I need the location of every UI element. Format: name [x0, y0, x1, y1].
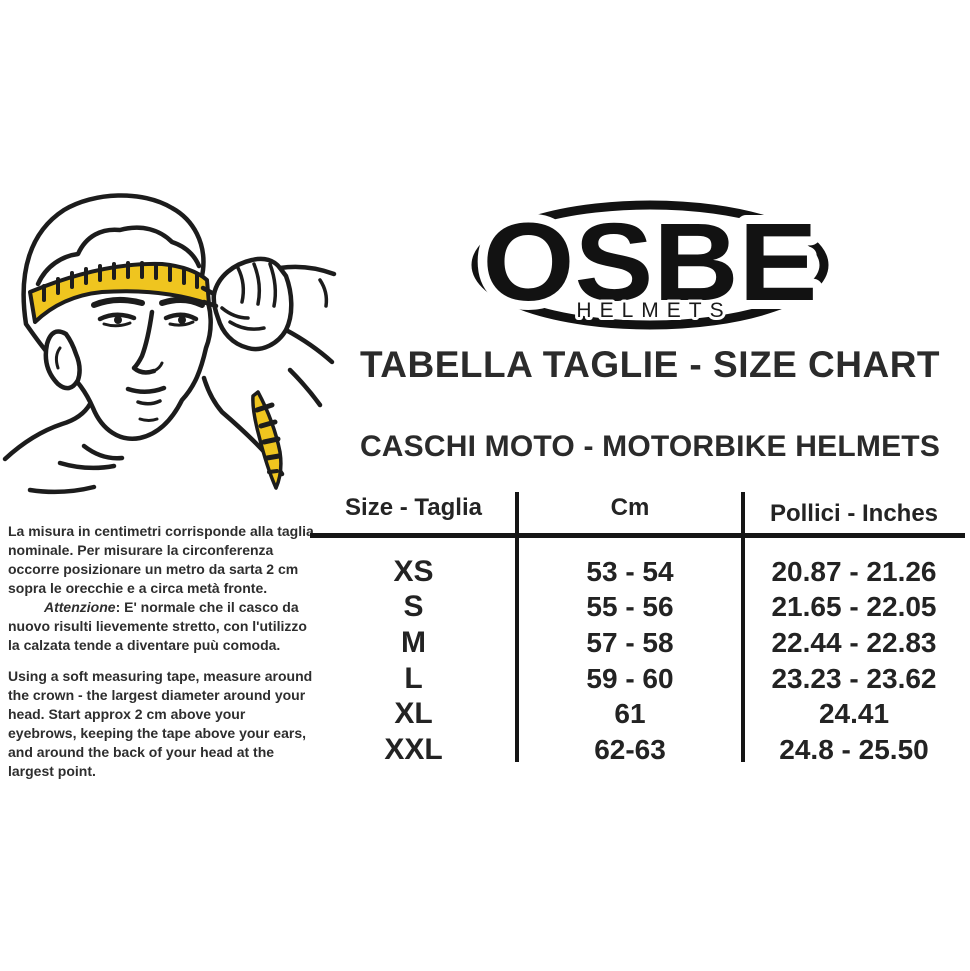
cm-cell: 59 - 60 [586, 662, 674, 694]
table-header-rule [310, 533, 965, 538]
hand-and-arm [200, 256, 337, 365]
shoulders-lines [2, 367, 323, 495]
size-cell: XS [393, 554, 434, 588]
measuring-instructions: La misura in centimetri corrisponde alla… [8, 522, 314, 781]
logo-sub-text: HELMETS [576, 299, 731, 322]
instructions-english: Using a soft measuring tape, measure aro… [8, 668, 313, 779]
attention-label: Attenzione [44, 599, 116, 615]
tape-ticks [42, 261, 199, 302]
table-header-row: Size - Taglia Cm Pollici - Inches [310, 490, 965, 528]
face-features [91, 297, 205, 422]
ear [43, 329, 82, 391]
size-cell: L [404, 661, 423, 695]
table-vertical-divider-2 [741, 492, 745, 762]
header-inches: Pollici - Inches [769, 500, 939, 527]
size-cell: XL [394, 697, 433, 731]
size-cell: XXL [384, 732, 443, 766]
dangling-tape [251, 390, 283, 490]
table-vertical-divider-1 [515, 492, 519, 762]
instructions-italian: La misura in centimetri corrisponde alla… [8, 523, 314, 596]
table-row: S 55 - 56 21.65 - 22.05 [310, 590, 965, 626]
inches-cell: 24.41 [818, 698, 890, 730]
inches-cell: 24.8 - 25.50 [779, 733, 929, 765]
hair-fringe [35, 225, 202, 287]
page-subtitle: CASCHI MOTO - MOTORBIKE HELMETS [359, 430, 941, 463]
inches-cell: 21.65 - 22.05 [771, 591, 937, 623]
measuring-tape-band [28, 261, 211, 324]
size-cell: S [403, 590, 424, 624]
size-table: Size - Taglia Cm Pollici - Inches XS 53 -… [310, 490, 965, 775]
page-title: TABELLA TAGLIE - SIZE CHART [359, 344, 941, 385]
logo-ellipse [471, 200, 829, 330]
inches-cell: 22.44 - 22.83 [771, 626, 937, 658]
cm-cell: 62-63 [594, 733, 666, 765]
logo-brand-text: OSBE [483, 201, 818, 324]
head-measurement-illustration [2, 193, 337, 495]
inches-cell: 20.87 - 21.26 [771, 555, 937, 587]
cm-cell: 55 - 56 [586, 591, 674, 623]
table-row: L 59 - 60 23.23 - 23.62 [310, 661, 965, 697]
table-row: XL 61 24.41 [310, 696, 965, 732]
cm-cell: 53 - 54 [586, 555, 674, 587]
size-table-rows: XS 53 - 54 20.87 - 21.26 S 55 - 56 21.65 - 22… [310, 554, 965, 768]
inches-cell: 23.23 - 23.62 [771, 662, 937, 694]
size-cell: M [401, 625, 426, 659]
table-row: M 57 - 58 22.44 - 22.83 [310, 625, 965, 661]
cm-cell: 61 [614, 698, 646, 730]
table-row: XXL 62-63 24.8 - 25.50 [310, 732, 965, 768]
table-row: XS 53 - 54 20.87 - 21.26 [310, 554, 965, 590]
instructions-attention: Attenzione: E' normale che il casco da n… [8, 598, 314, 655]
cm-cell: 57 - 58 [586, 626, 674, 658]
header-cm: Cm [610, 494, 650, 521]
osbe-logo: OSBE HELMETS [471, 196, 829, 333]
header-size: Size - Taglia [345, 494, 482, 521]
attention-text: : E' normale che il casco da nuovo risul… [8, 599, 307, 653]
